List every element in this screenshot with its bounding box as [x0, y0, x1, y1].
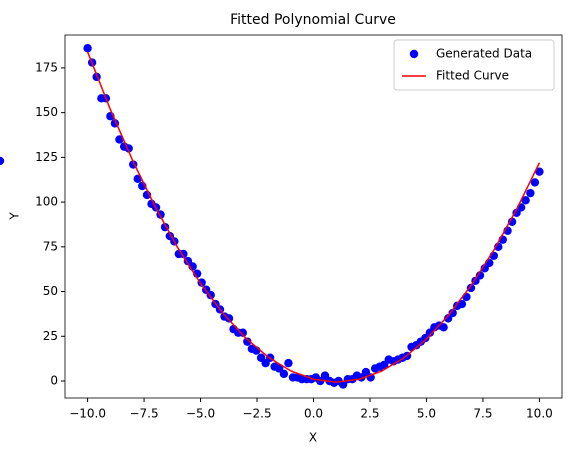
data-point — [448, 308, 457, 318]
data-point — [83, 44, 92, 53]
y-tick-label: 175 — [35, 60, 58, 74]
data-point — [279, 369, 289, 379]
y-tick-label: 25 — [43, 329, 58, 343]
data-point — [526, 188, 535, 198]
y-tick-label: 125 — [35, 150, 58, 164]
data-point — [224, 314, 234, 323]
y-tick-label: 75 — [43, 239, 58, 253]
data-point — [466, 283, 476, 293]
x-tick-label: −5.0 — [186, 407, 215, 421]
legend-box — [393, 39, 555, 91]
axes-frame — [64, 34, 563, 399]
data-point — [457, 299, 467, 309]
data-point — [238, 328, 247, 337]
x-tick-label: −7.5 — [129, 407, 158, 421]
x-axis-label: X — [309, 431, 317, 445]
data-point — [521, 196, 530, 205]
data-point — [316, 376, 325, 386]
y-tick-label: 100 — [35, 195, 58, 209]
data-point — [274, 364, 284, 373]
y-axis-label: Y — [8, 212, 22, 221]
legend-label: Generated Data — [436, 47, 532, 61]
data-point — [462, 292, 471, 302]
data-point — [475, 271, 485, 280]
data-point — [338, 380, 348, 389]
x-tick-label: 10.0 — [526, 407, 553, 421]
fitted-line — [86, 51, 541, 383]
data-point — [530, 178, 540, 187]
chart-title: Fitted Polynomial Curve — [230, 12, 396, 28]
data-point — [361, 367, 371, 377]
x-tick-label: 7.5 — [473, 407, 492, 421]
data-point — [439, 323, 448, 332]
x-tick-label: −2.5 — [242, 407, 271, 421]
data-point — [115, 135, 124, 144]
legend-label: Fitted Curve — [436, 69, 509, 83]
y-tick-label: 150 — [35, 105, 58, 119]
data-point — [243, 337, 252, 346]
data-point — [284, 358, 293, 368]
y-tick-label: 50 — [43, 284, 58, 298]
x-tick-label: 2.5 — [360, 407, 379, 421]
data-point — [179, 249, 188, 259]
x-tick-label: −10.0 — [69, 407, 106, 421]
x-tick-label: 5.0 — [417, 407, 436, 421]
data-point — [0, 156, 5, 166]
data-point — [197, 278, 206, 287]
data-point — [535, 167, 544, 176]
legend-marker — [409, 49, 419, 59]
y-tick-label: 0 — [50, 374, 58, 388]
x-tick-label: 0.0 — [304, 407, 323, 421]
